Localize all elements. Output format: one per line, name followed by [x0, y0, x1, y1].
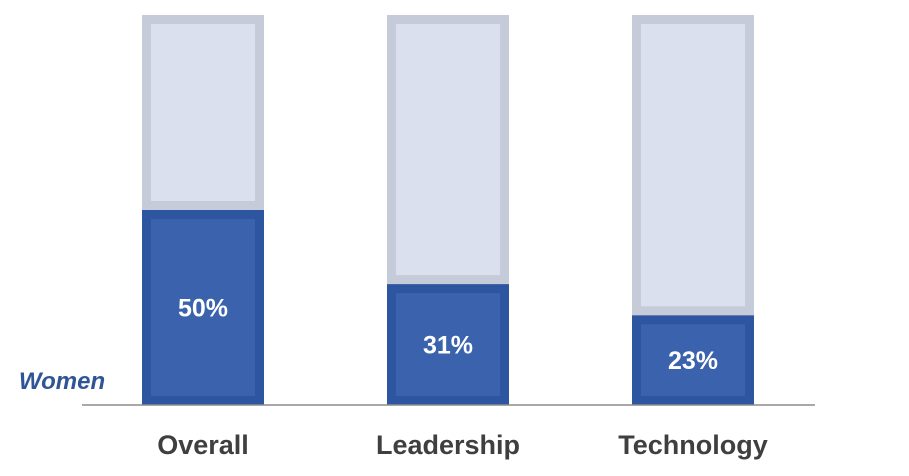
bar-remainder-technology [632, 15, 754, 316]
series-label-women: Women [19, 368, 105, 395]
category-label-leadership: Leadership [376, 430, 520, 460]
labels-group: 50% Overall 31% Leadership 23% Technology [157, 295, 768, 461]
data-label-technology: 23% [668, 347, 718, 375]
bar-women-overall [142, 210, 264, 405]
bar-women-technology [632, 315, 754, 405]
category-label-technology: Technology [618, 430, 768, 460]
category-label-overall: Overall [157, 430, 249, 460]
bar-remainder-leadership [387, 15, 509, 285]
bars-group [142, 15, 754, 406]
bar-women-leadership [387, 284, 509, 406]
data-label-leadership: 31% [423, 332, 473, 360]
bar-remainder-overall [142, 15, 264, 210]
data-label-overall: 50% [178, 295, 228, 323]
